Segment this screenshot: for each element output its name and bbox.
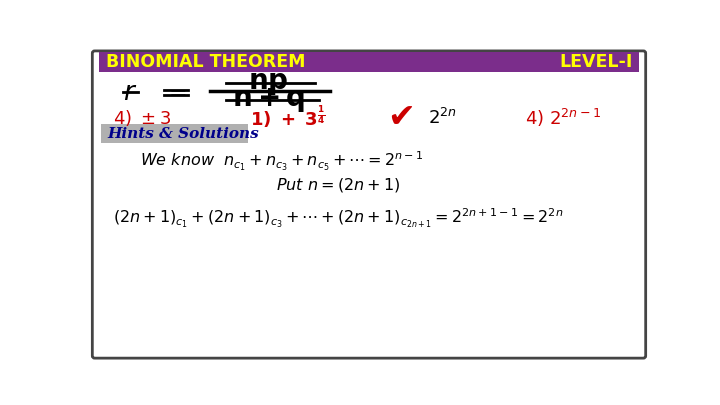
Text: $=$: $=$ (164, 81, 186, 104)
FancyBboxPatch shape (92, 51, 646, 358)
Text: $2^{2n}$: $2^{2n}$ (428, 108, 457, 128)
Text: $\mathbf{1)\ +\ 3^{\frac{1}{4}}}$: $\mathbf{1)\ +\ 3^{\frac{1}{4}}}$ (250, 104, 325, 131)
Text: $Put\ n = (2n + 1)$: $Put\ n = (2n + 1)$ (276, 176, 400, 194)
Text: $(2n+1)_{c_1}+(2n+1)_{c_3}+\cdots+(2n+1)_{c_{2n+1}} = 2^{2n+1-1} = 2^{2n}$: $(2n+1)_{c_1}+(2n+1)_{c_3}+\cdots+(2n+1)… (113, 207, 564, 230)
Text: $We\ know\ \ n_{c_1} + n_{c_3} + n_{c_5} + \cdots = 2^{n-1}$: $We\ know\ \ n_{c_1} + n_{c_3} + n_{c_5}… (140, 150, 424, 173)
Text: BINOMIAL THEOREM: BINOMIAL THEOREM (106, 53, 305, 71)
Text: $4)\ \pm 3$: $4)\ \pm 3$ (114, 108, 172, 128)
Bar (99, 53, 639, 72)
Text: $r$: $r$ (123, 80, 138, 105)
Text: Hints & Solutions: Hints & Solutions (107, 127, 258, 141)
Text: LEVEL-I: LEVEL-I (559, 53, 632, 71)
Text: $\mathbf{n+q}$: $\mathbf{n+q}$ (232, 86, 305, 114)
Text: $4)\ 2^{2n-1}$: $4)\ 2^{2n-1}$ (525, 107, 601, 129)
Bar (101, 124, 248, 143)
Text: $\mathbf{np}$: $\mathbf{np}$ (248, 70, 289, 97)
Text: ✔: ✔ (387, 101, 415, 134)
